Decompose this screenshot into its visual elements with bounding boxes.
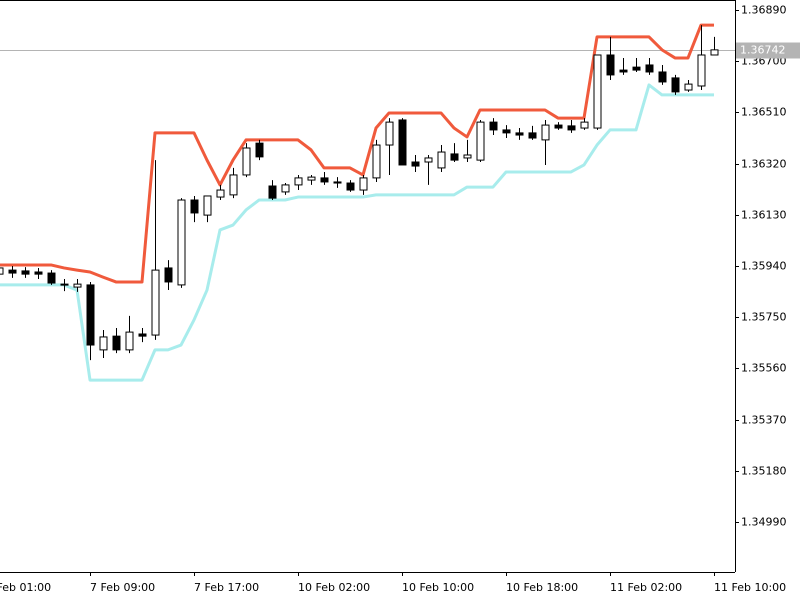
candle-body bbox=[437, 151, 446, 169]
candle-body bbox=[567, 125, 576, 131]
candle-body bbox=[658, 71, 667, 83]
last-price-label: 1.36742 bbox=[740, 44, 786, 57]
candle-body bbox=[21, 270, 30, 275]
x-tick-label: 11 Feb 02:00 bbox=[610, 581, 682, 594]
candle-body bbox=[515, 132, 524, 136]
candle-body bbox=[645, 64, 654, 73]
candle-body bbox=[476, 121, 485, 161]
plot-area bbox=[0, 23, 735, 382]
candle-body bbox=[0, 267, 4, 275]
y-tick-label: 1.35180 bbox=[741, 465, 787, 478]
y-tick-label: 1.35370 bbox=[741, 414, 787, 427]
candle-body bbox=[294, 177, 303, 186]
candle-body bbox=[34, 271, 43, 275]
x-tick-label: 7 Feb 17:00 bbox=[194, 581, 259, 594]
candle-body bbox=[99, 336, 108, 351]
candle-body bbox=[541, 124, 550, 141]
candle-body bbox=[528, 132, 537, 139]
candle-body bbox=[177, 199, 186, 286]
y-tick-label: 1.34990 bbox=[741, 516, 787, 529]
candle-body bbox=[60, 283, 69, 286]
candle-body bbox=[8, 269, 17, 274]
band-line bbox=[0, 23, 714, 284]
y-tick-label: 1.36510 bbox=[741, 106, 787, 119]
candle-body bbox=[203, 195, 212, 216]
x-tick-label: 10 Feb 18:00 bbox=[506, 581, 578, 594]
x-tick-label: 10 Feb 10:00 bbox=[402, 581, 474, 594]
candle-body bbox=[385, 121, 394, 146]
candle-body bbox=[554, 124, 563, 129]
candle-body bbox=[606, 54, 615, 76]
candle-body bbox=[697, 54, 706, 87]
y-tick-label: 1.35940 bbox=[741, 260, 787, 273]
candle-body bbox=[359, 177, 368, 191]
candle-body bbox=[619, 69, 628, 73]
candle-body bbox=[151, 269, 160, 336]
candle-body bbox=[190, 199, 199, 214]
candle-body bbox=[112, 335, 121, 351]
x-tick-label: 7 Feb 01:00 bbox=[0, 581, 51, 594]
candle-body bbox=[138, 333, 147, 337]
candle-body bbox=[268, 185, 277, 199]
candle-body bbox=[216, 189, 225, 198]
candle-body bbox=[632, 66, 641, 71]
candle-body bbox=[346, 182, 355, 191]
candle-body bbox=[489, 121, 498, 131]
candle-body bbox=[372, 144, 381, 179]
candle-body bbox=[73, 283, 82, 288]
x-tick-label: 11 Feb 10:00 bbox=[714, 581, 786, 594]
candle-body bbox=[450, 153, 459, 161]
candle-body bbox=[255, 142, 264, 158]
candle-body bbox=[463, 154, 472, 159]
candle-body bbox=[125, 331, 134, 351]
candle-body bbox=[307, 176, 316, 181]
candle-body bbox=[424, 157, 433, 163]
x-tick-label: 7 Feb 09:00 bbox=[90, 581, 155, 594]
x-tick-label: 10 Feb 02:00 bbox=[298, 581, 370, 594]
candle-body bbox=[242, 147, 251, 176]
candle-body bbox=[411, 161, 420, 167]
candle-body bbox=[580, 121, 589, 129]
candle-body bbox=[229, 174, 238, 196]
y-tick-label: 1.35750 bbox=[741, 311, 787, 324]
band-line bbox=[0, 83, 714, 382]
candle-body bbox=[710, 49, 719, 56]
last-price-box bbox=[736, 42, 800, 59]
candle-body bbox=[281, 184, 290, 193]
y-tick-label: 1.36890 bbox=[741, 4, 787, 17]
candle-body bbox=[320, 177, 329, 183]
candle-body bbox=[164, 267, 173, 283]
y-tick-label: 1.36320 bbox=[741, 158, 787, 171]
candle-body bbox=[671, 77, 680, 93]
candle-body bbox=[398, 119, 407, 166]
y-tick-label: 1.35560 bbox=[741, 362, 787, 375]
candle-body bbox=[502, 129, 511, 134]
y-tick-label: 1.36130 bbox=[741, 209, 787, 222]
candle-body bbox=[593, 54, 602, 129]
candle-body bbox=[47, 272, 56, 284]
candle-body bbox=[86, 284, 95, 346]
candle-body bbox=[684, 83, 693, 91]
candle-body bbox=[333, 181, 342, 184]
